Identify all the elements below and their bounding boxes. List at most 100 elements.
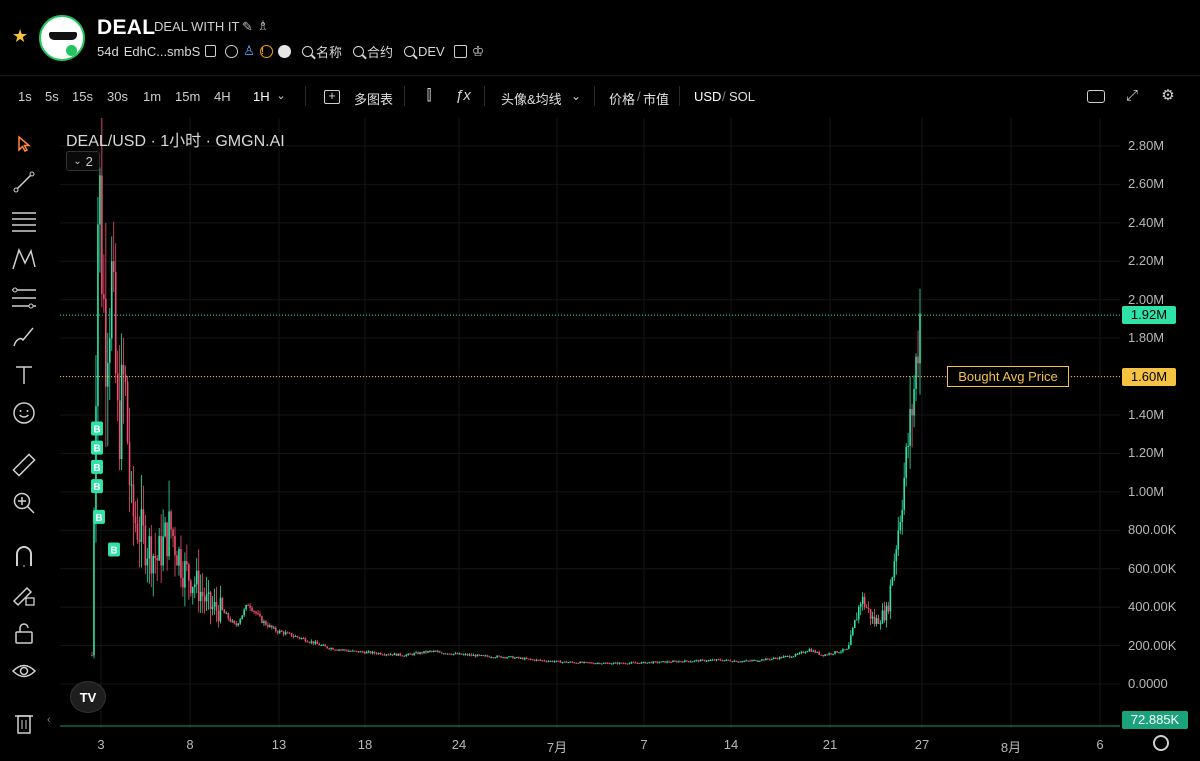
candle bbox=[407, 653, 409, 655]
timeframe-15m[interactable]: 15m bbox=[175, 89, 201, 104]
search-contract-button[interactable]: 合约 bbox=[352, 42, 393, 61]
timeframe-1m[interactable]: 1m bbox=[143, 89, 162, 104]
buy-marker[interactable]: B bbox=[91, 479, 103, 494]
legend-collapse-button[interactable]: ⌄ 2 bbox=[66, 151, 100, 171]
candle bbox=[312, 641, 315, 644]
candle bbox=[458, 653, 461, 655]
social-link-icon[interactable] bbox=[277, 44, 291, 58]
candle bbox=[500, 656, 502, 658]
cursor-arrow-icon[interactable] bbox=[10, 130, 38, 158]
candle bbox=[543, 660, 546, 662]
candle bbox=[606, 662, 609, 664]
chevron-down-icon[interactable]: ⌄ bbox=[570, 89, 582, 103]
candle bbox=[531, 659, 534, 661]
zoom-in-icon[interactable] bbox=[10, 489, 38, 517]
candle bbox=[241, 615, 243, 620]
favorite-star-icon[interactable]: ★ bbox=[12, 26, 29, 46]
indicator-fx-icon[interactable]: ƒx bbox=[455, 87, 471, 104]
candle bbox=[107, 362, 109, 387]
timeframe-30s[interactable]: 30s bbox=[107, 89, 128, 104]
candle bbox=[148, 536, 151, 559]
candle bbox=[569, 661, 572, 663]
buy-marker[interactable]: B bbox=[91, 459, 103, 474]
fullscreen-icon[interactable]: ⤢ bbox=[1125, 87, 1138, 104]
candle bbox=[622, 663, 625, 665]
candle bbox=[867, 607, 870, 610]
candle bbox=[290, 633, 293, 637]
candle bbox=[577, 662, 579, 664]
buy-marker[interactable]: B bbox=[108, 542, 120, 557]
svg-text:B: B bbox=[110, 546, 117, 557]
buy-marker[interactable]: B bbox=[91, 421, 103, 436]
pattern-tool-icon[interactable] bbox=[10, 245, 38, 273]
warning-icon[interactable]: ! bbox=[259, 44, 273, 58]
candle-type-icon[interactable]: ⫿ bbox=[426, 87, 432, 104]
tradingview-logo-icon[interactable]: TV bbox=[70, 681, 106, 713]
chevron-down-icon[interactable]: ⌄ bbox=[276, 90, 286, 102]
crown-icon[interactable]: ♔ bbox=[471, 42, 485, 59]
emoji-icon[interactable] bbox=[10, 399, 38, 427]
timeframe-4h[interactable]: 4H bbox=[214, 89, 231, 104]
candle bbox=[464, 654, 467, 656]
camera-icon[interactable] bbox=[1085, 85, 1107, 107]
horizontal-lines-icon[interactable] bbox=[10, 207, 38, 235]
text-tool-icon[interactable] bbox=[10, 361, 38, 389]
website-globe-icon[interactable] bbox=[225, 44, 239, 58]
eye-visibility-icon[interactable] bbox=[10, 657, 38, 685]
timeframe-5s[interactable]: 5s bbox=[45, 89, 59, 104]
multi-chart-button[interactable]: 多图表 bbox=[354, 92, 394, 107]
token-avatar[interactable] bbox=[39, 15, 85, 61]
community-icon[interactable]: ♗ bbox=[257, 18, 269, 33]
usd-toggle[interactable]: USD bbox=[694, 89, 722, 104]
axis-settings-gear-icon[interactable] bbox=[1153, 735, 1169, 751]
trend-line-icon[interactable] bbox=[10, 168, 38, 196]
candle bbox=[518, 657, 520, 659]
x-tick-label: 13 bbox=[271, 737, 287, 752]
mcap-toggle[interactable]: 市值 bbox=[643, 92, 670, 107]
candle bbox=[356, 650, 358, 652]
candle bbox=[393, 653, 396, 656]
brush-icon[interactable] bbox=[10, 323, 38, 351]
buy-marker[interactable]: B bbox=[91, 440, 103, 455]
candle bbox=[456, 653, 459, 655]
token-address[interactable]: EdhC...smbS bbox=[123, 43, 201, 59]
timeframe-15s[interactable]: 15s bbox=[72, 89, 93, 104]
trash-icon[interactable] bbox=[10, 709, 38, 737]
svg-text:B: B bbox=[93, 482, 100, 493]
svg-text:B: B bbox=[93, 444, 100, 455]
price-toggle[interactable]: 价格 bbox=[609, 92, 636, 107]
candle bbox=[229, 618, 232, 622]
candle bbox=[253, 610, 255, 612]
ruler-icon[interactable] bbox=[10, 451, 38, 479]
search-name-button[interactable]: 名称 bbox=[301, 42, 342, 61]
x-tick-label: 27 bbox=[914, 737, 930, 752]
candle bbox=[193, 584, 196, 588]
candle bbox=[486, 655, 489, 657]
fib-retracement-icon[interactable] bbox=[10, 284, 38, 312]
share-icon[interactable] bbox=[453, 44, 467, 58]
candle bbox=[743, 661, 745, 663]
add-chart-icon[interactable]: + bbox=[321, 85, 343, 107]
lock-drawing-icon[interactable] bbox=[10, 580, 38, 608]
candle bbox=[794, 654, 797, 657]
timeframe-1s[interactable]: 1s bbox=[18, 89, 32, 104]
sol-toggle[interactable]: SOL bbox=[729, 89, 756, 104]
candle bbox=[508, 656, 510, 658]
holder-person-icon[interactable]: ♙ bbox=[243, 43, 255, 58]
unlock-icon[interactable] bbox=[10, 619, 38, 647]
candle bbox=[324, 644, 326, 647]
edit-pencil-icon[interactable]: ✎ bbox=[242, 19, 253, 34]
search-dev-button[interactable]: DEV bbox=[403, 44, 445, 59]
timeframe-selected[interactable]: 1H bbox=[253, 89, 270, 104]
buy-marker[interactable]: B bbox=[93, 509, 105, 524]
copy-icon[interactable] bbox=[205, 45, 217, 57]
candle bbox=[855, 619, 858, 621]
collapse-toolbar-icon[interactable]: ‹ bbox=[47, 714, 51, 726]
indicator-dropdown[interactable]: 头像&均线 bbox=[501, 92, 562, 107]
magnet-icon[interactable] bbox=[10, 542, 38, 570]
candle bbox=[541, 660, 544, 662]
settings-gear-icon[interactable]: ⚙ bbox=[1161, 87, 1175, 104]
toolbar-divider bbox=[484, 86, 485, 106]
